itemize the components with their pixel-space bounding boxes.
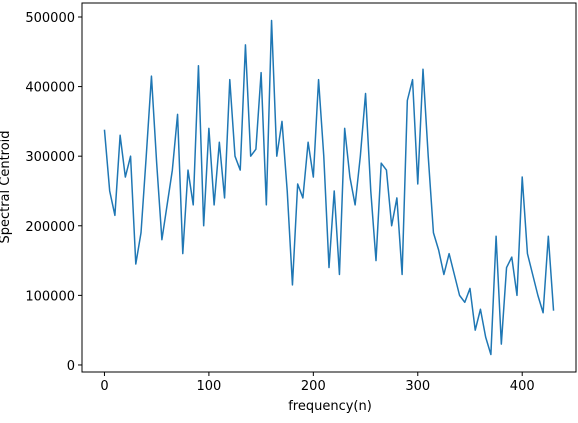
- y-tick-label: 500000: [25, 11, 75, 26]
- x-tick-label: 400: [510, 379, 535, 394]
- x-tick-label: 0: [100, 379, 108, 394]
- plot-frame: [81, 2, 577, 373]
- y-axis-label: Spectral Centroid: [0, 130, 13, 243]
- data-line: [103, 19, 555, 356]
- y-tick-label: 0: [67, 359, 75, 374]
- x-tick-label: 200: [301, 379, 326, 394]
- y-tick-label: 300000: [25, 150, 75, 165]
- x-tick-label: 100: [196, 379, 221, 394]
- y-tick-label: 100000: [25, 289, 75, 304]
- x-axis-label: frequency(n): [288, 399, 372, 414]
- y-tick-label: 200000: [25, 220, 75, 235]
- y-tick-label: 400000: [25, 81, 75, 96]
- x-tick-label: 300: [405, 379, 430, 394]
